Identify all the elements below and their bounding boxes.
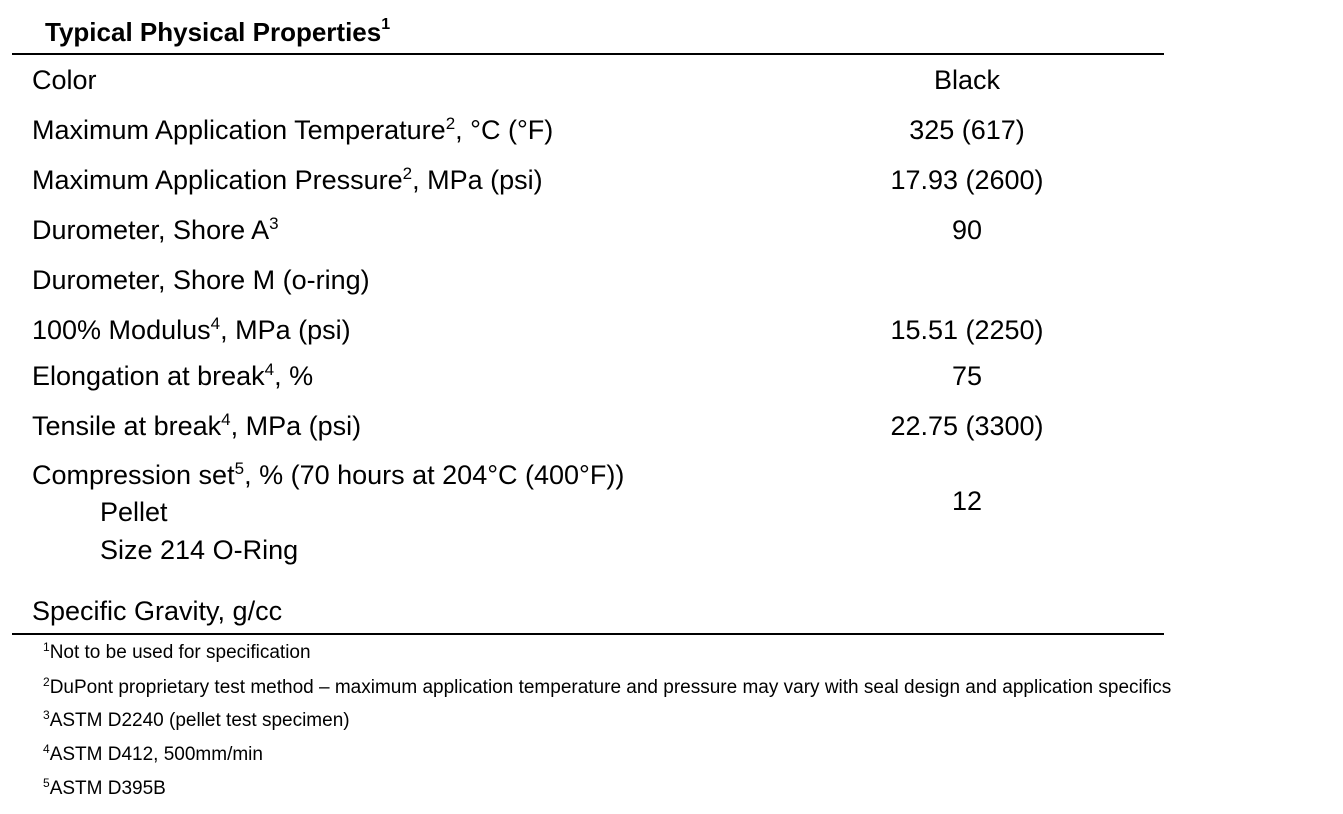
row-subitem: Size 214 O-Ring (100, 535, 299, 565)
footnote-ref: 4 (221, 410, 231, 429)
label-text: Color (32, 65, 97, 95)
row-label: Maximum Application Pressure2, MPa (psi) (32, 164, 543, 196)
title-text: Typical Physical Properties (45, 17, 382, 47)
footnote-text: ASTM D395B (49, 778, 166, 799)
footnote: 4ASTM D412, 500mm/min (43, 743, 263, 767)
label-text: Durometer, Shore A (32, 215, 270, 245)
top-rule (12, 53, 1164, 55)
footnote-text: ASTM D412, 500mm/min (49, 744, 263, 765)
label-unit: , MPa (psi) (230, 411, 362, 441)
footnote-ref: 5 (234, 459, 245, 478)
bottom-rule (12, 633, 1164, 635)
row-label: Specific Gravity, g/cc (32, 595, 282, 627)
row-label: Compression set5, % (70 hours at 204°C (… (32, 459, 624, 491)
row-value: 75 (951, 361, 983, 391)
row-label: 100% Modulus4, MPa (psi) (32, 314, 351, 346)
row-value: 325 (617) (909, 115, 1025, 145)
row-label: Elongation at break4, % (32, 360, 313, 392)
label-unit: , °C (°F) (455, 115, 554, 145)
label-unit: , MPa (psi) (412, 165, 543, 195)
row-value: 90 (951, 215, 983, 245)
row-value: 15.51 (2250) (890, 315, 1044, 345)
footnote-ref: 4 (264, 360, 275, 379)
label-text: Durometer, Shore M (o-ring) (32, 265, 370, 295)
row-value: 12 (951, 486, 983, 516)
label-text: Compression set (32, 460, 235, 490)
title: Typical Physical Properties1 (45, 17, 390, 48)
footnote-ref: 3 (269, 214, 279, 233)
row-value: 17.93 (2600) (890, 165, 1044, 195)
row-label: Durometer, Shore A3 (32, 214, 279, 246)
label-text: 100% Modulus (32, 315, 211, 345)
row-label: Color (32, 64, 97, 96)
footnote: 5ASTM D395B (43, 777, 166, 801)
label-text: Specific Gravity, g/cc (32, 596, 283, 626)
row-label: Durometer, Shore M (o-ring) (32, 264, 370, 296)
row-label: Tensile at break4, MPa (psi) (32, 410, 361, 442)
label-text: Maximum Application Temperature (32, 115, 446, 145)
label-unit: , % (274, 361, 314, 391)
label-text: Tensile at break (32, 411, 222, 441)
label-unit: , MPa (psi) (220, 315, 351, 345)
footnote-ref: 2 (445, 114, 456, 133)
footnote-text: Not to be used for specification (49, 642, 311, 663)
label-text: Elongation at break (32, 361, 265, 391)
footnote: 1Not to be used for specification (43, 641, 311, 665)
label-text: Maximum Application Pressure (32, 165, 403, 195)
footnote-number: 2 (43, 675, 50, 689)
footnote-ref: 2 (402, 164, 413, 183)
label-unit: , % (70 hours at 204°C (400°F)) (244, 460, 625, 490)
footnote-number: 5 (43, 776, 50, 790)
footnote-number: 3 (43, 708, 50, 722)
footnote: 3ASTM D2240 (pellet test specimen) (43, 709, 350, 733)
row-label: Maximum Application Temperature2, °C (°F… (32, 114, 553, 146)
footnote-text: ASTM D2240 (pellet test specimen) (49, 710, 350, 731)
footnote-number: 4 (43, 742, 50, 756)
footnote-number: 1 (43, 640, 50, 654)
footnote: 2DuPont proprietary test method – maximu… (43, 676, 1171, 700)
row-subitem: Pellet (100, 497, 168, 527)
footnote-text: DuPont proprietary test method – maximum… (49, 677, 1172, 698)
footnote-ref: 4 (210, 314, 221, 333)
title-footnote-ref: 1 (381, 16, 391, 33)
row-value: 22.75 (3300) (890, 411, 1044, 441)
row-value: Black (933, 65, 1001, 95)
